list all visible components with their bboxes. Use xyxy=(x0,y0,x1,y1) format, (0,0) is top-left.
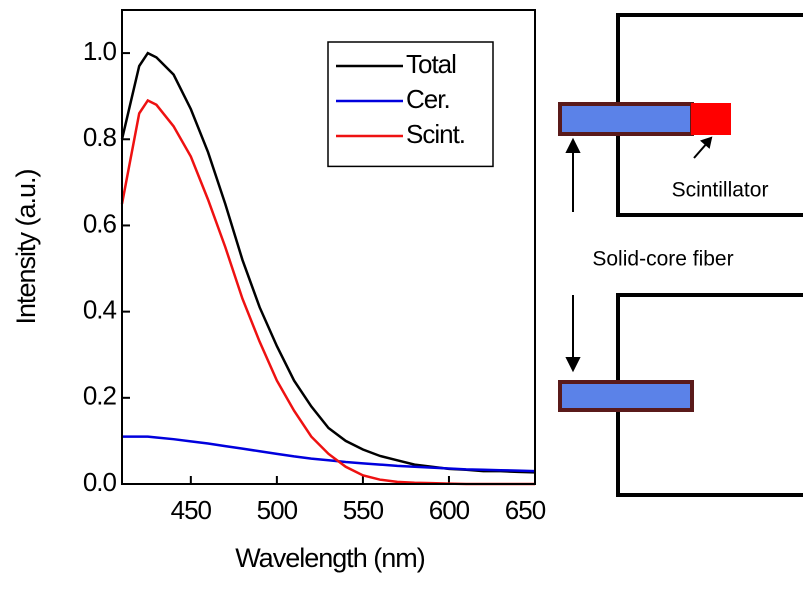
x-tick-label: 600 xyxy=(429,495,470,525)
arrow-head xyxy=(565,357,581,373)
arrow-head xyxy=(565,137,581,153)
y-tick-label: 0.0 xyxy=(83,467,117,497)
x-tick-label: 500 xyxy=(257,495,298,525)
scintillator xyxy=(691,103,731,135)
x-tick-label: 450 xyxy=(171,495,212,525)
y-tick-label: 1.0 xyxy=(83,36,117,66)
x-axis-label: Wavelength (nm) xyxy=(235,543,425,573)
diagram-label: Scintillator xyxy=(672,179,769,202)
line-series xyxy=(122,435,536,473)
arrows xyxy=(565,136,713,373)
plot-frame xyxy=(121,9,536,485)
y-tick-label: 0.4 xyxy=(83,295,117,325)
arrow-head xyxy=(700,136,713,149)
y-tick-label: 0.6 xyxy=(83,208,117,238)
legend-label: Cer. xyxy=(406,84,450,114)
y-tick-label: 0.8 xyxy=(83,122,117,152)
y-axis-label: Intensity (a.u.) xyxy=(11,169,41,324)
fiber-bottom xyxy=(558,380,694,412)
legend-box xyxy=(327,41,494,168)
legend-label: Total xyxy=(406,49,456,79)
x-tick-label: 650 xyxy=(505,495,546,525)
legend-label: Scint. xyxy=(406,119,465,149)
fiber-top xyxy=(558,102,694,136)
x-tick-label: 550 xyxy=(343,495,384,525)
diagram-label: Solid-core fiber xyxy=(592,248,733,271)
y-tick-label: 0.2 xyxy=(83,381,117,411)
